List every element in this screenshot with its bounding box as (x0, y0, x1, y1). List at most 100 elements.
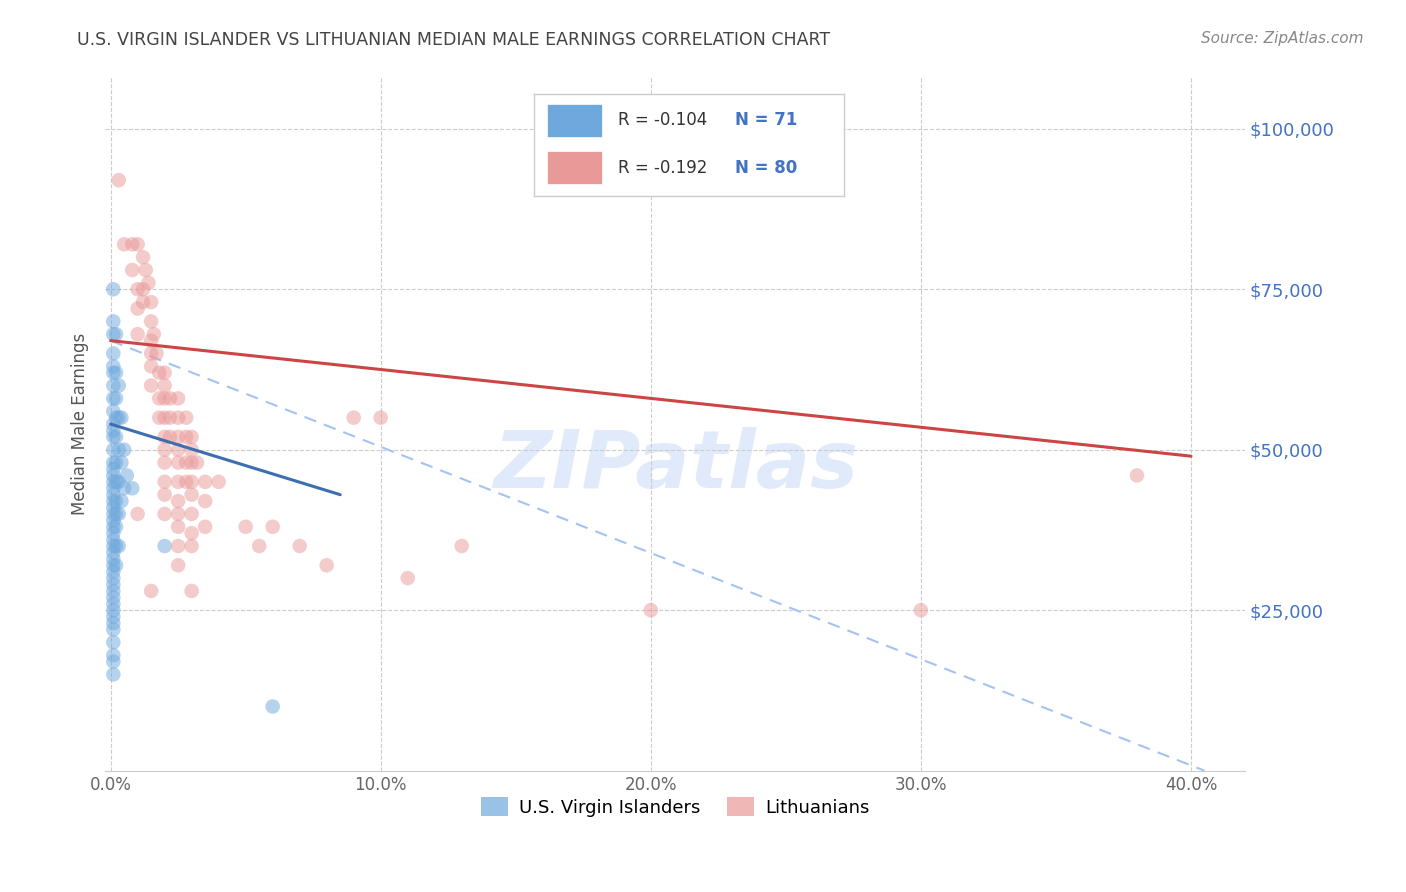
Point (138, 276, 160, 290)
Point (105, 456, 128, 470)
Text: N = 71: N = 71 (735, 112, 797, 129)
Point (262, 520, 284, 534)
Legend: U.S. Virgin Islanders, Lithuanians: U.S. Virgin Islanders, Lithuanians (474, 790, 877, 824)
Point (103, 648, 125, 662)
FancyBboxPatch shape (547, 104, 602, 136)
Point (103, 417, 125, 431)
Point (115, 468, 138, 483)
Point (167, 442, 190, 457)
Point (103, 468, 125, 483)
Point (103, 494, 125, 508)
Point (153, 430, 176, 444)
Point (110, 410, 132, 425)
Point (112, 481, 135, 495)
Point (107, 410, 129, 425)
Point (139, 346, 162, 360)
Point (167, 430, 190, 444)
Point (103, 359, 125, 374)
Point (105, 327, 128, 342)
Point (103, 488, 125, 502)
Point (103, 430, 125, 444)
Point (167, 392, 190, 406)
Point (103, 609, 125, 624)
Point (135, 263, 157, 277)
Point (288, 539, 311, 553)
Point (103, 591, 125, 605)
Point (103, 456, 125, 470)
Point (174, 456, 197, 470)
Point (180, 430, 202, 444)
Point (153, 539, 176, 553)
Point (167, 558, 190, 573)
Point (174, 410, 197, 425)
Point (159, 410, 181, 425)
Point (103, 558, 125, 573)
Point (235, 520, 257, 534)
Point (112, 442, 135, 457)
Point (110, 494, 132, 508)
Point (103, 282, 125, 296)
Point (208, 475, 231, 489)
Point (194, 475, 217, 489)
Point (194, 520, 217, 534)
Point (132, 250, 155, 264)
Point (103, 597, 125, 611)
Point (105, 507, 128, 521)
Point (153, 410, 176, 425)
Point (103, 327, 125, 342)
Point (103, 462, 125, 476)
Point (103, 552, 125, 566)
Point (153, 507, 176, 521)
Point (103, 635, 125, 649)
Point (103, 475, 125, 489)
Point (103, 346, 125, 360)
Point (107, 442, 129, 457)
Point (180, 526, 202, 541)
Point (105, 558, 128, 573)
Point (194, 494, 217, 508)
Point (103, 655, 125, 669)
Point (103, 507, 125, 521)
Point (112, 237, 135, 252)
Point (148, 366, 170, 380)
Point (910, 603, 932, 617)
Point (167, 507, 190, 521)
Text: Source: ZipAtlas.com: Source: ZipAtlas.com (1201, 31, 1364, 46)
Point (159, 392, 181, 406)
Point (103, 545, 125, 559)
Point (139, 314, 162, 328)
Point (105, 475, 128, 489)
Point (107, 173, 129, 187)
Point (103, 577, 125, 591)
Point (105, 494, 128, 508)
Point (107, 475, 129, 489)
Point (103, 392, 125, 406)
Point (396, 571, 419, 585)
Point (103, 500, 125, 515)
Point (103, 424, 125, 438)
Text: ZIPatlas: ZIPatlas (492, 426, 858, 505)
Point (262, 699, 284, 714)
Point (153, 378, 176, 392)
Point (640, 603, 662, 617)
Point (167, 475, 190, 489)
Point (139, 359, 162, 374)
Point (121, 481, 143, 495)
Point (103, 366, 125, 380)
Point (180, 475, 202, 489)
Point (148, 410, 170, 425)
Point (247, 539, 270, 553)
Point (103, 615, 125, 630)
Point (142, 327, 165, 342)
Point (450, 539, 472, 553)
Point (153, 366, 176, 380)
Text: U.S. VIRGIN ISLANDER VS LITHUANIAN MEDIAN MALE EARNINGS CORRELATION CHART: U.S. VIRGIN ISLANDER VS LITHUANIAN MEDIA… (77, 31, 831, 49)
Text: R = -0.192: R = -0.192 (617, 159, 707, 177)
Point (103, 584, 125, 599)
Point (105, 539, 128, 553)
Point (105, 520, 128, 534)
Point (132, 295, 155, 310)
Point (139, 295, 162, 310)
Point (174, 475, 197, 489)
Point (180, 539, 202, 553)
